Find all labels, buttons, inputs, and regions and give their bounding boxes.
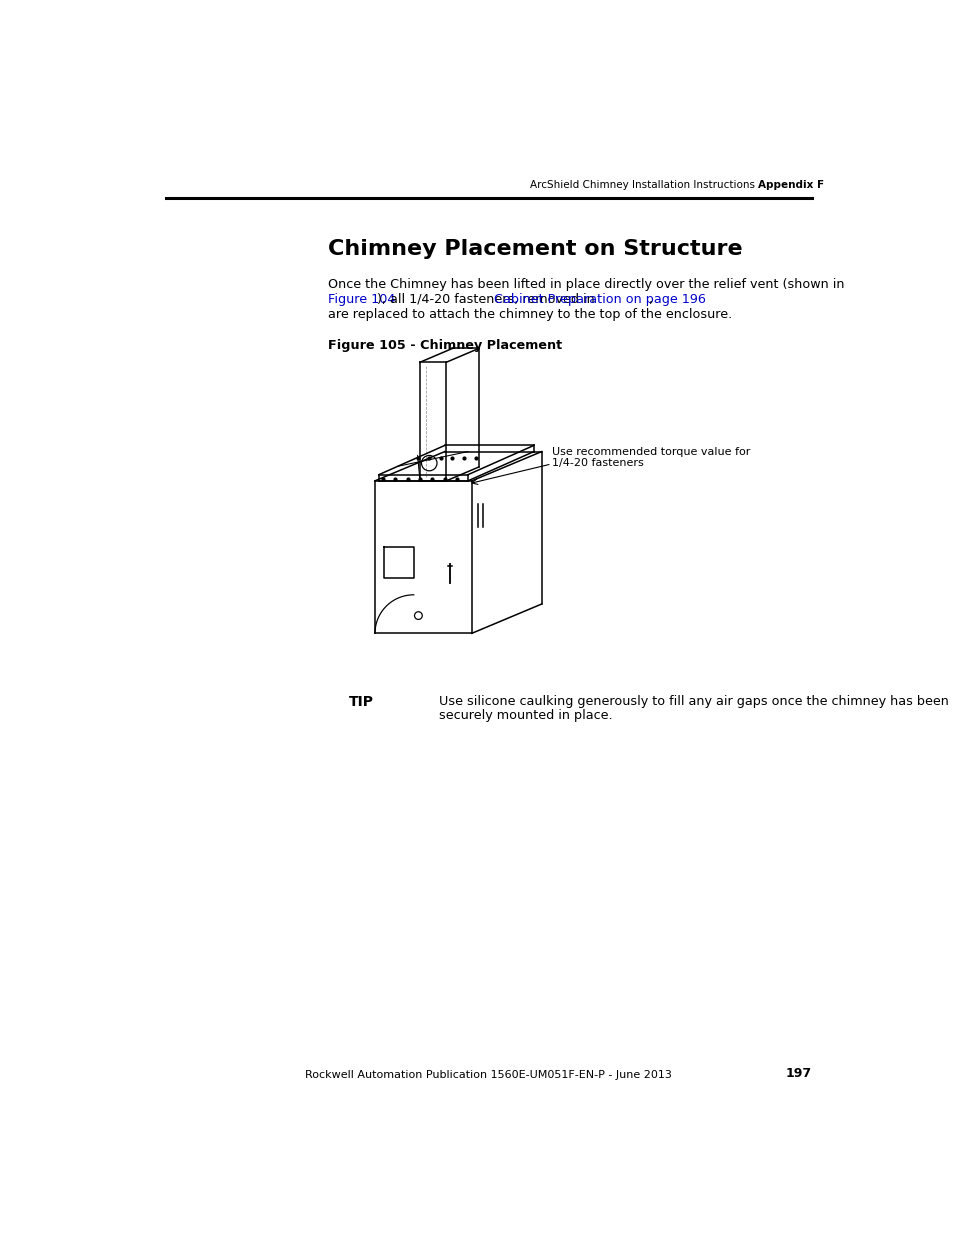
- Text: ,: ,: [647, 293, 651, 306]
- Text: Use silicone caulking generously to fill any air gaps once the chimney has been: Use silicone caulking generously to fill…: [438, 695, 947, 708]
- Text: ArcShield Chimney Installation Instructions: ArcShield Chimney Installation Instructi…: [529, 180, 754, 190]
- Text: securely mounted in place.: securely mounted in place.: [438, 709, 612, 721]
- Text: 197: 197: [785, 1067, 811, 1079]
- Text: Use recommended torque value for: Use recommended torque value for: [551, 447, 749, 457]
- Text: Rockwell Automation Publication 1560E-UM051F-EN-P - June 2013: Rockwell Automation Publication 1560E-UM…: [305, 1070, 672, 1079]
- Text: Cabinet Preparation on page 196: Cabinet Preparation on page 196: [493, 293, 704, 306]
- Text: TIP: TIP: [348, 695, 374, 709]
- Text: ), all 1/4-20 fasteners, removed in: ), all 1/4-20 fasteners, removed in: [377, 293, 598, 306]
- Text: Figure 105 - Chimney Placement: Figure 105 - Chimney Placement: [328, 340, 562, 352]
- Text: Chimney Placement on Structure: Chimney Placement on Structure: [328, 240, 742, 259]
- Text: Figure 104: Figure 104: [328, 293, 395, 306]
- Text: are replaced to attach the chimney to the top of the enclosure.: are replaced to attach the chimney to th…: [328, 309, 732, 321]
- Text: Once the Chimney has been lifted in place directly over the relief vent (shown i: Once the Chimney has been lifted in plac…: [328, 278, 844, 290]
- Text: Appendix F: Appendix F: [757, 180, 823, 190]
- Text: 1/4-20 fasteners: 1/4-20 fasteners: [551, 458, 642, 468]
